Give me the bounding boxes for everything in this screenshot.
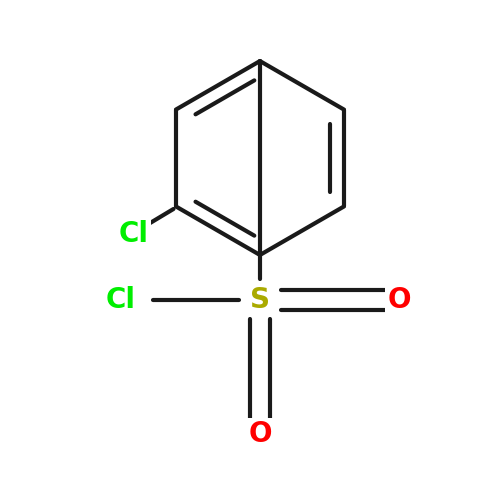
Text: O: O — [388, 286, 411, 314]
Text: S: S — [250, 286, 270, 314]
Text: O: O — [248, 420, 272, 448]
Text: Cl: Cl — [106, 286, 136, 314]
Text: Cl: Cl — [118, 220, 148, 248]
